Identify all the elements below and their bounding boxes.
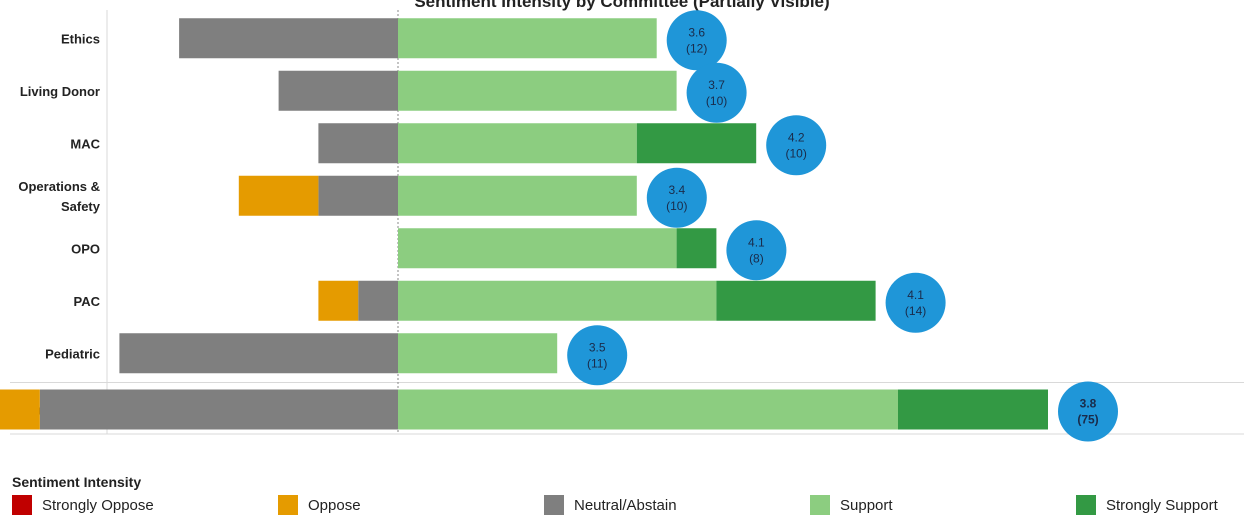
- diverging-bar-chart: Ethics 3.6 (12) Living Donor 3.7 (10) MAC 4.2 (1…: [0, 10, 1244, 442]
- legend-item: Neutral/Abstain: [544, 495, 677, 515]
- legend-item: Oppose: [278, 495, 361, 515]
- bar-segment: [898, 389, 1048, 430]
- legend-swatch: [278, 495, 298, 515]
- category-label: OPO: [71, 241, 100, 256]
- bar-segment: [318, 280, 359, 321]
- category-label: Safety: [61, 199, 101, 214]
- score-value: 3.5: [589, 340, 606, 354]
- bar-segment: [398, 389, 898, 430]
- score-badge: [885, 272, 946, 333]
- legend-label: Strongly Support: [1106, 496, 1218, 514]
- score-count: (10): [706, 94, 727, 108]
- score-value: 4.1: [748, 235, 765, 249]
- bar-segment: [398, 175, 637, 216]
- score-value: 3.6: [688, 25, 705, 39]
- legend-title: Sentiment Intensity: [12, 474, 142, 490]
- bar-segment: [398, 280, 717, 321]
- score-badge: [1058, 381, 1118, 442]
- bar-segment: [318, 123, 398, 164]
- bar-segment: [716, 280, 876, 321]
- bar-segment: [636, 123, 757, 164]
- score-badge: [726, 220, 787, 281]
- score-count: (10): [786, 146, 807, 160]
- score-value: 3.7: [708, 78, 725, 92]
- legend-swatch: [810, 495, 830, 515]
- legend-item: Support: [810, 495, 893, 515]
- score-count: (75): [1077, 413, 1098, 427]
- bar-segment: [358, 280, 398, 321]
- bar-segment: [398, 228, 677, 269]
- category-label: PAC: [74, 294, 101, 309]
- legend-swatch: [12, 495, 32, 515]
- score-count: (14): [905, 304, 926, 318]
- score-badge: [686, 62, 747, 123]
- score-value: 3.8: [1080, 397, 1097, 411]
- bar-segment: [179, 18, 398, 59]
- legend-label: Neutral/Abstain: [574, 496, 677, 514]
- category-label: Ethics: [61, 31, 100, 46]
- bar-segment: [318, 175, 398, 216]
- legend: Strongly Oppose Oppose Neutral/Abstain Supp…: [0, 495, 1244, 519]
- legend-label: Oppose: [308, 496, 361, 514]
- score-count: (11): [587, 356, 607, 370]
- legend-label: Strongly Oppose: [42, 496, 154, 514]
- bar-segment: [119, 333, 399, 374]
- bar-segment: [676, 228, 717, 269]
- bar-segment: [398, 333, 558, 374]
- legend-swatch: [544, 495, 564, 515]
- category-label: Pediatric: [45, 346, 100, 361]
- score-badge: [567, 325, 628, 386]
- bar-segment: [0, 389, 40, 430]
- score-badge: [766, 115, 827, 176]
- bar-segment: [39, 389, 399, 430]
- score-count: (12): [686, 41, 707, 55]
- category-label: Living Donor: [20, 84, 100, 99]
- bar-segment: [398, 70, 677, 111]
- legend-label: Support: [840, 496, 893, 514]
- chart-title: Sentiment Intensity by Committee (Partia…: [414, 0, 830, 11]
- score-count: (8): [749, 251, 764, 265]
- score-badge: [666, 10, 727, 71]
- bar-segment: [398, 18, 657, 59]
- score-value: 4.1: [907, 288, 924, 302]
- score-badge: [646, 167, 707, 228]
- bar-segment: [398, 123, 637, 164]
- score-value: 4.2: [788, 130, 805, 144]
- legend-swatch: [1076, 495, 1096, 515]
- category-label: Operations &: [18, 179, 100, 194]
- legend-item: Strongly Support: [1076, 495, 1218, 515]
- bar-segment: [278, 70, 398, 111]
- score-value: 3.4: [668, 183, 685, 197]
- score-count: (10): [666, 199, 687, 213]
- bar-segment: [238, 175, 319, 216]
- legend-item: Strongly Oppose: [12, 495, 154, 515]
- category-label: MAC: [70, 136, 100, 151]
